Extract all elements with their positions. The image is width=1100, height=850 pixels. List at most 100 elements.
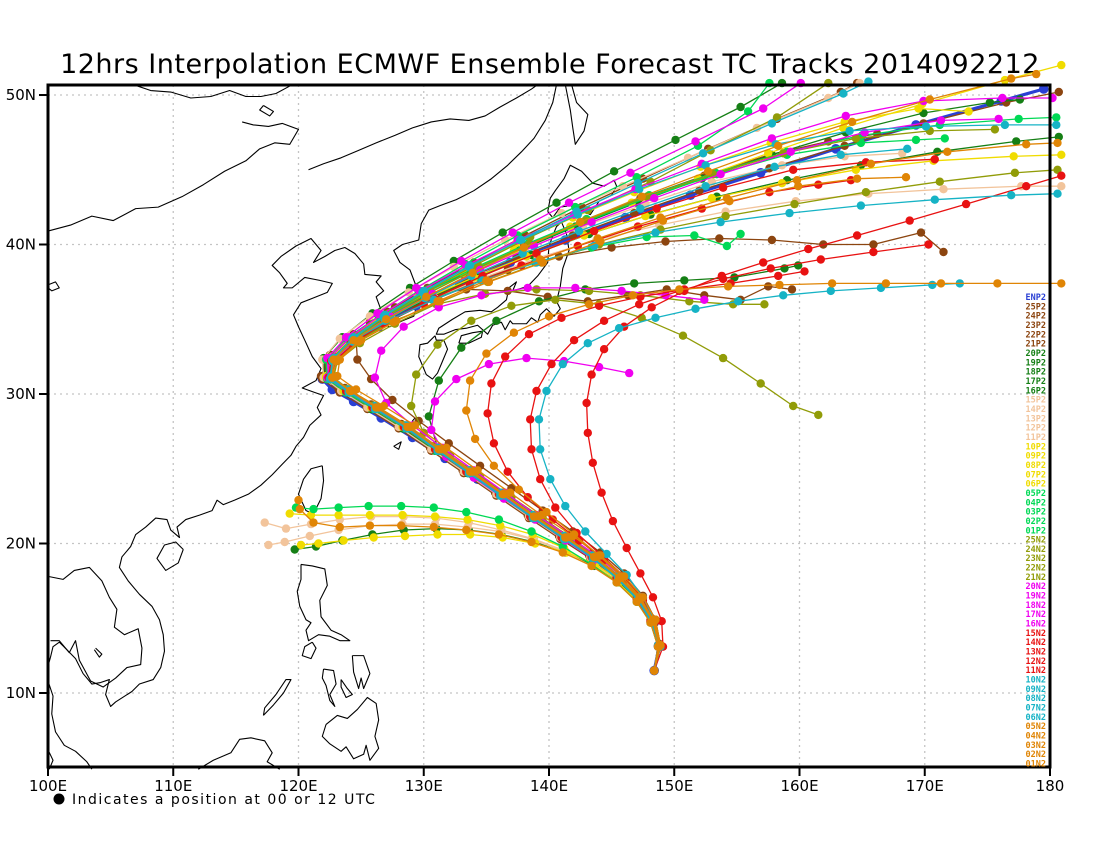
position-dot (661, 237, 670, 246)
legend-entry: 14N2 (1026, 638, 1046, 648)
position-dot (924, 240, 933, 249)
position-dot (430, 512, 440, 521)
position-dot (489, 439, 499, 448)
position-dot (1054, 87, 1064, 97)
coastline (393, 441, 402, 450)
position-dot (1052, 113, 1061, 122)
position-dot (434, 376, 443, 385)
position-dot (564, 198, 574, 207)
position-dot (852, 231, 862, 240)
position-dot (568, 531, 577, 541)
x-tick-label: 160E (780, 777, 818, 795)
position-dot (650, 666, 659, 675)
position-dot (656, 641, 665, 650)
position-dot (1052, 120, 1061, 130)
position-dot (403, 422, 412, 432)
position-dot (537, 510, 546, 520)
coastline (47, 121, 300, 232)
position-dot (290, 545, 299, 554)
legend-entry: 11N2 (1026, 666, 1046, 676)
position-dot (650, 194, 659, 203)
position-dot (787, 285, 797, 294)
position-dot (356, 336, 366, 345)
position-dot (492, 316, 501, 325)
position-dot (264, 540, 273, 550)
position-dot (583, 339, 592, 348)
position-dot (597, 488, 606, 497)
position-dot (789, 165, 798, 174)
position-dot (596, 551, 605, 560)
position-dot (767, 235, 777, 245)
legend-entry: 21P2 (1026, 340, 1046, 350)
position-dot (1053, 138, 1062, 148)
position-dot (766, 264, 775, 273)
legend-entry: 19N2 (1026, 592, 1046, 602)
position-dot (851, 134, 861, 143)
position-dot (635, 300, 644, 309)
coastline (198, 737, 280, 770)
position-dot (576, 217, 585, 227)
position-dot (1057, 60, 1066, 70)
position-dot (680, 276, 689, 285)
position-dot (1000, 120, 1010, 130)
legend-entry: 13N2 (1026, 648, 1046, 658)
position-dot (365, 510, 375, 520)
track-line (325, 82, 770, 671)
position-dot (569, 336, 579, 345)
coastlines (47, 84, 618, 770)
position-dot (1010, 168, 1020, 177)
position-dot (557, 313, 566, 322)
position-dot (925, 95, 934, 104)
position-dot (305, 531, 314, 541)
position-dot (314, 539, 323, 548)
legend-entry: 06P2 (1026, 480, 1046, 490)
position-dot (434, 445, 443, 454)
footnote-text: Indicates a position at 00 or 12 UTC (72, 792, 376, 808)
grid-lines (48, 85, 1050, 767)
position-dot (723, 282, 733, 291)
position-dot (544, 312, 554, 321)
position-dot (501, 352, 510, 361)
position-dot (775, 280, 784, 290)
position-dot (733, 297, 743, 306)
position-dot (1014, 114, 1023, 124)
legend-entry: 09P2 (1026, 452, 1046, 462)
position-dot (494, 530, 504, 539)
position-dot (333, 371, 342, 381)
position-dot (462, 406, 471, 415)
position-dot (399, 322, 408, 331)
position-dot (424, 412, 433, 421)
position-dot (449, 256, 458, 266)
position-dot (785, 208, 794, 218)
position-dot (675, 285, 684, 294)
coastline (321, 696, 380, 761)
x-tick-label: 110E (154, 777, 192, 795)
position-dot (789, 401, 798, 411)
legend-entry: 08P2 (1026, 461, 1046, 471)
track-25N2 (326, 78, 833, 675)
position-dot (901, 173, 911, 182)
position-dot (382, 315, 391, 324)
position-dot (1012, 137, 1021, 146)
position-dot (462, 525, 471, 535)
coastline (340, 679, 353, 699)
position-dot (372, 403, 381, 412)
position-dot (285, 509, 294, 518)
track-22N2 (325, 125, 1000, 675)
position-dot (534, 297, 544, 306)
legend-entry: 13P2 (1026, 414, 1046, 424)
position-dot (526, 415, 535, 424)
position-dot (636, 569, 645, 578)
legend-entry: 19P2 (1026, 358, 1046, 368)
position-dot (457, 343, 466, 352)
position-dot (498, 228, 507, 237)
position-dot (465, 376, 475, 385)
position-dot (599, 345, 609, 354)
legend-entry: 24P2 (1026, 312, 1046, 322)
position-dot (930, 195, 939, 204)
position-dot (691, 304, 700, 313)
position-dot (637, 192, 646, 201)
position-dot (581, 527, 590, 536)
position-dot (1057, 279, 1066, 288)
position-dot (715, 234, 724, 243)
